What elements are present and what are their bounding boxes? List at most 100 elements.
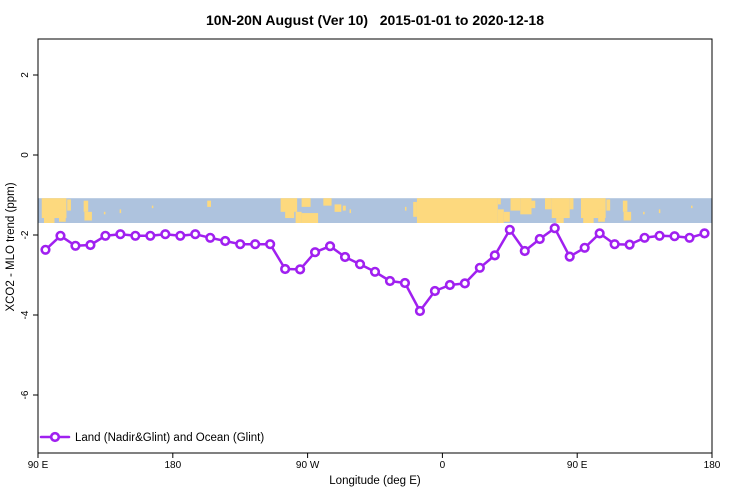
map-band xyxy=(38,198,712,223)
land-patch xyxy=(323,198,332,206)
land-patch xyxy=(643,211,645,215)
x-axis-label: Longitude (deg E) xyxy=(329,475,421,487)
x-tick-label: 90 E xyxy=(567,460,588,471)
land-patch xyxy=(404,206,407,211)
data-point xyxy=(384,275,396,287)
data-point xyxy=(280,263,291,275)
x-tick-label: 180 xyxy=(164,460,181,471)
data-point xyxy=(489,250,500,261)
x-tick-label: 90 E xyxy=(28,460,49,471)
data-point xyxy=(100,230,111,241)
x-tick-label: 0 xyxy=(440,460,446,471)
data-series xyxy=(40,223,710,317)
land-patch xyxy=(598,209,605,222)
legend-marker-icon xyxy=(49,431,61,443)
land-patch xyxy=(510,198,521,211)
data-point xyxy=(564,251,575,262)
data-point xyxy=(205,232,216,243)
land-patch xyxy=(531,200,536,209)
legend: Land (Nadir&Glint) and Ocean (Glint) xyxy=(39,431,264,444)
land-patch xyxy=(691,205,693,209)
data-point xyxy=(354,259,366,270)
data-point xyxy=(654,230,665,241)
data-point xyxy=(579,242,590,253)
x-tick-label: 90 W xyxy=(296,460,320,471)
data-point xyxy=(55,230,66,241)
data-point xyxy=(444,279,455,291)
y-tick-label: 0 xyxy=(20,152,31,158)
y-tick-label: -2 xyxy=(20,230,31,239)
y-tick-label: -4 xyxy=(20,310,31,319)
data-point xyxy=(309,247,321,258)
y-axis-label: XCO2 - MLO trend (ppm) xyxy=(5,182,17,311)
x-tick-label: 180 xyxy=(704,460,721,471)
legend-label: Land (Nadir&Glint) and Ocean (Glint) xyxy=(75,432,264,444)
data-point xyxy=(265,239,276,250)
land-patch xyxy=(58,209,66,222)
data-point xyxy=(190,229,201,240)
data-point xyxy=(369,266,381,277)
land-patch xyxy=(301,213,319,223)
data-point xyxy=(324,241,336,252)
data-point xyxy=(699,228,710,239)
y-tick-label: -6 xyxy=(20,390,31,399)
land-patch xyxy=(551,198,570,219)
ocean-strip xyxy=(38,198,712,223)
land-patch xyxy=(413,201,417,217)
data-point xyxy=(534,233,545,245)
land-patch xyxy=(207,200,211,207)
data-point xyxy=(85,239,96,251)
land-patch xyxy=(556,218,564,223)
land-patch xyxy=(334,204,342,212)
data-point xyxy=(130,230,141,241)
data-point xyxy=(549,223,560,234)
land-patch xyxy=(84,211,92,221)
data-point xyxy=(160,229,171,240)
data-point xyxy=(624,239,635,250)
data-point xyxy=(669,231,680,242)
data-point xyxy=(235,239,246,250)
axes: 90 E 180 90 W 0 90 E 180 2 0 -2 -4 -6 xyxy=(20,38,721,471)
land-patch xyxy=(569,198,574,210)
land-patch xyxy=(503,211,510,222)
data-point xyxy=(429,285,441,297)
land-patch xyxy=(416,198,498,223)
data-point xyxy=(459,278,470,289)
data-point xyxy=(40,244,51,255)
data-point xyxy=(594,228,605,239)
land-patch xyxy=(43,211,55,223)
land-patch xyxy=(151,205,154,209)
land-patch xyxy=(103,211,106,215)
land-patch xyxy=(520,198,532,215)
data-point xyxy=(145,230,156,241)
land-patch xyxy=(622,200,628,212)
plot-box xyxy=(37,38,713,454)
data-point xyxy=(339,251,351,263)
land-patch xyxy=(83,200,89,212)
data-point xyxy=(639,232,650,243)
land-patch xyxy=(497,198,501,205)
land-patch xyxy=(544,198,552,210)
data-point xyxy=(474,262,485,273)
land-patch xyxy=(301,198,311,207)
data-point xyxy=(684,232,695,243)
data-point xyxy=(70,240,81,251)
land-patch xyxy=(285,210,295,219)
land-patch xyxy=(606,199,611,211)
data-point xyxy=(250,239,261,250)
y-tick-label: 2 xyxy=(20,72,31,78)
data-point xyxy=(399,277,411,289)
data-point xyxy=(519,245,530,257)
land-patch xyxy=(295,211,302,223)
data-point xyxy=(115,229,126,240)
land-patch xyxy=(497,209,504,223)
chart-title: 10N-20N August (Ver 10) 2015-01-01 to 20… xyxy=(206,12,544,28)
land-patch xyxy=(342,205,346,211)
data-point xyxy=(175,230,186,241)
data-point xyxy=(220,235,231,247)
data-point xyxy=(295,264,306,275)
land-patch xyxy=(349,209,352,214)
land-patch xyxy=(119,209,122,214)
